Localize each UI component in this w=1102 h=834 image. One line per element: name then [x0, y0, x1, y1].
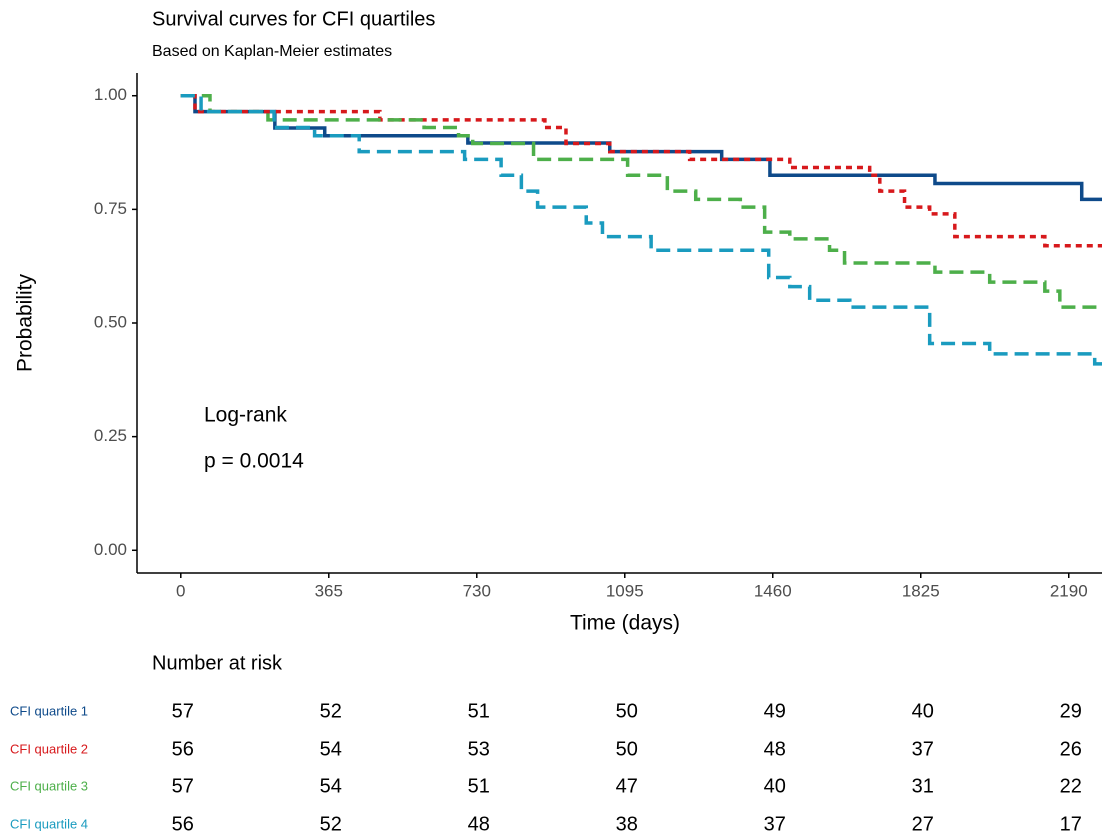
risk-row-label: CFI quartile 4: [10, 816, 88, 831]
risk-value: 56: [172, 813, 194, 834]
risk-value: 54: [320, 738, 342, 760]
annotation: Log-rank: [204, 404, 287, 427]
risk-value: 54: [320, 775, 342, 797]
risk-value: 49: [764, 700, 786, 722]
risk-value: 50: [616, 700, 638, 722]
risk-value: 50: [616, 738, 638, 760]
chart-title: Survival curves for CFI quartiles: [152, 8, 435, 30]
risk-value: 53: [468, 738, 490, 760]
risk-value: 56: [172, 738, 194, 760]
risk-value: 40: [912, 700, 934, 722]
risk-value: 17: [1060, 813, 1082, 834]
risk-value: 51: [468, 775, 490, 797]
risk-value: 57: [172, 775, 194, 797]
risk-value: 51: [468, 700, 490, 722]
annotation: p = 0.0014: [204, 450, 304, 473]
y-tick-label: 0.00: [94, 540, 127, 559]
y-axis-label: Probability: [14, 273, 37, 372]
risk-row-label: CFI quartile 3: [10, 778, 88, 793]
y-tick-label: 1.00: [94, 85, 127, 104]
survival-curve: [180, 93, 1102, 248]
risk-row-label: CFI quartile 2: [10, 741, 88, 756]
x-tick-label: 1095: [606, 581, 644, 600]
risk-row-label: CFI quartile 1: [10, 703, 88, 718]
x-tick-label: 1825: [902, 581, 940, 600]
risk-value: 48: [468, 813, 490, 834]
x-tick-label: 365: [315, 581, 343, 600]
x-tick-label: 730: [463, 581, 491, 600]
risk-value: 37: [912, 738, 934, 760]
risk-value: 26: [1060, 738, 1082, 760]
risk-value: 29: [1060, 700, 1082, 722]
x-tick-label: 1460: [754, 581, 792, 600]
survival-curve: [180, 93, 1102, 309]
y-tick-label: 0.75: [94, 199, 127, 218]
x-axis-label: Time (days): [570, 612, 680, 635]
risk-value: 31: [912, 775, 934, 797]
risk-value: 57: [172, 700, 194, 722]
x-tick-label: 2190: [1050, 581, 1088, 600]
x-tick-label: 0: [176, 581, 185, 600]
risk-value: 47: [616, 775, 638, 797]
risk-value: 52: [320, 813, 342, 834]
risk-value: 37: [764, 813, 786, 834]
y-tick-label: 0.25: [94, 426, 127, 445]
risk-value: 27: [912, 813, 934, 834]
risk-value: 22: [1060, 775, 1082, 797]
survival-curve: [180, 93, 1102, 366]
risk-value: 48: [764, 738, 786, 760]
risk-table-title: Number at risk: [152, 652, 283, 674]
risk-value: 40: [764, 775, 786, 797]
risk-value: 38: [616, 813, 638, 834]
y-tick-label: 0.50: [94, 312, 127, 331]
risk-value: 52: [320, 700, 342, 722]
chart-subtitle: Based on Kaplan-Meier estimates: [152, 43, 392, 60]
